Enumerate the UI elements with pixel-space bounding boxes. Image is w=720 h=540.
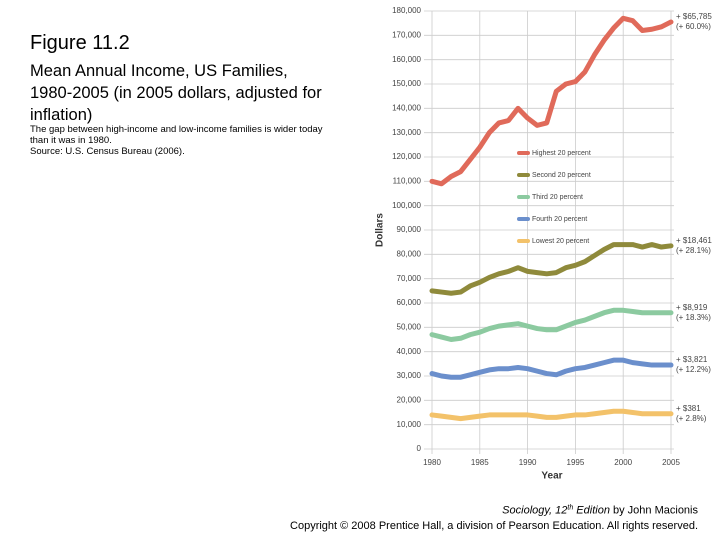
x-tick-label: 1995 bbox=[567, 458, 585, 467]
y-axis-label: Dollars bbox=[375, 213, 386, 247]
y-tick-label: 150,000 bbox=[392, 79, 421, 88]
series-line bbox=[429, 242, 674, 296]
change-label: + $65,785 bbox=[676, 12, 712, 21]
x-tick-label: 1985 bbox=[471, 458, 489, 467]
edition: Edition bbox=[573, 504, 610, 517]
x-tick-label: 1980 bbox=[423, 458, 441, 467]
x-tick-label: 2005 bbox=[662, 458, 680, 467]
y-tick-label: 40,000 bbox=[397, 347, 422, 356]
y-tick-label: 170,000 bbox=[392, 30, 421, 39]
x-tick-label: 1990 bbox=[519, 458, 537, 467]
x-axis-label: Year bbox=[541, 471, 562, 482]
y-tick-label: 90,000 bbox=[397, 225, 422, 234]
series-line bbox=[429, 408, 674, 422]
y-tick-label: 30,000 bbox=[397, 371, 422, 380]
chart: 0 10,000 20,000 30,000 40,000 50,000 60,000 70,… bbox=[375, 6, 713, 482]
footer: Sociology, 12th Edition by John Macionis… bbox=[290, 500, 698, 534]
ordinal: th bbox=[567, 504, 574, 511]
change-pct-label: (+ 18.3%) bbox=[676, 313, 711, 322]
y-tick-label: 180,000 bbox=[392, 6, 421, 15]
y-tick-label: 110,000 bbox=[393, 176, 422, 185]
change-label: + $3,821 bbox=[676, 355, 708, 364]
series-line bbox=[429, 357, 674, 380]
legend-label: Second 20 percent bbox=[532, 172, 591, 179]
note: The gap between high-income and low-inco… bbox=[30, 124, 323, 146]
legend-label: Fourth 20 percent bbox=[532, 216, 587, 223]
series-line bbox=[429, 307, 674, 342]
y-tick-label: 0 bbox=[417, 444, 422, 453]
series-line bbox=[429, 15, 674, 187]
y-tick-label: 10,000 bbox=[397, 420, 422, 429]
y-tick-label: 70,000 bbox=[397, 274, 422, 283]
change-label: + $381 bbox=[676, 404, 701, 413]
y-tick-label: 80,000 bbox=[397, 249, 422, 258]
change-pct-label: (+ 2.8%) bbox=[676, 414, 707, 423]
x-tick-label: 2000 bbox=[614, 458, 632, 467]
change-label: + $18,461 bbox=[676, 236, 712, 245]
change-label: + $8,919 bbox=[676, 303, 708, 312]
y-tick-label: 140,000 bbox=[392, 103, 421, 112]
y-tick-label: 50,000 bbox=[397, 322, 422, 331]
y-tick-label: 160,000 bbox=[392, 55, 421, 64]
change-pct-label: (+ 12.2%) bbox=[676, 365, 711, 374]
y-tick-label: 130,000 bbox=[392, 128, 421, 137]
legend-label: Lowest 20 percent bbox=[532, 238, 589, 245]
change-pct-label: (+ 28.1%) bbox=[676, 246, 711, 255]
source: Source: U.S. Census Bureau (2006). bbox=[30, 146, 185, 157]
y-tick-label: 60,000 bbox=[397, 298, 422, 307]
book-title: Sociology, 12 bbox=[502, 504, 568, 517]
credit: Sociology, 12th Edition by John Macionis bbox=[290, 500, 698, 519]
copyright: Copyright © 2008 Prentice Hall, a divisi… bbox=[290, 519, 698, 532]
subtitle: Mean Annual Income, US Families, 1980-20… bbox=[30, 62, 322, 124]
y-tick-label: 100,000 bbox=[392, 201, 421, 210]
y-tick-label: 20,000 bbox=[397, 395, 422, 404]
legend-label: Highest 20 percent bbox=[532, 150, 591, 157]
change-pct-label: (+ 60.0%) bbox=[676, 22, 711, 31]
figure-title: Figure 11.2 bbox=[30, 32, 130, 54]
author: by John Macionis bbox=[609, 504, 698, 517]
y-tick-label: 120,000 bbox=[392, 152, 421, 161]
legend-label: Third 20 percent bbox=[532, 194, 583, 201]
note-block: The gap between high-income and low-inco… bbox=[30, 124, 330, 157]
